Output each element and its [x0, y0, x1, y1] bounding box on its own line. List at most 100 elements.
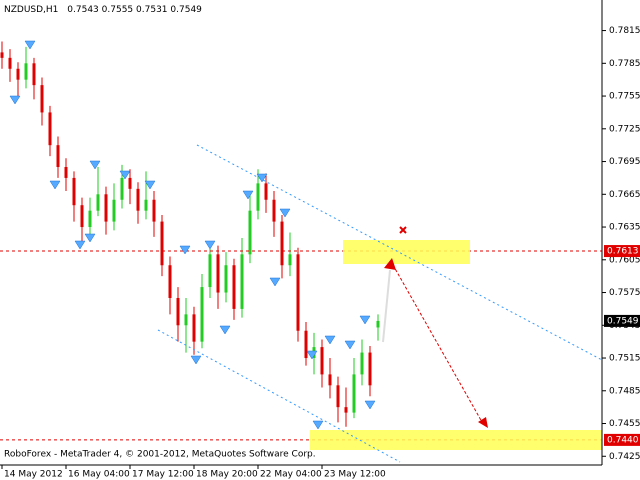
y-tick-label: 0.7695: [609, 157, 640, 167]
candle-body: [16, 68, 20, 80]
candle-body: [264, 183, 268, 200]
candle-body: [192, 314, 196, 342]
y-tick-label: 0.7635: [609, 223, 640, 233]
fractal-arrow: [306, 350, 318, 360]
y-tick-label: 0.7425: [609, 452, 640, 462]
target-zone: [310, 430, 602, 450]
y-tick-label: 0.7665: [609, 190, 640, 200]
x-tick-label: 23 May 12:00: [324, 470, 386, 480]
candle-body: [368, 352, 372, 386]
fractal-arrow: [89, 160, 101, 170]
level-label: 0.7613: [607, 247, 639, 257]
fractal-arrow: [279, 208, 291, 218]
candle-body: [376, 320, 380, 328]
y-tick-label: 0.7605: [609, 255, 640, 265]
candle-body: [304, 330, 308, 359]
y-tick-label: 0.7485: [609, 386, 640, 396]
candle-body: [288, 254, 292, 266]
fractal-arrow: [119, 170, 131, 180]
last-price-box: [604, 314, 640, 327]
cross-marker: [399, 226, 407, 234]
fractal-arrow: [84, 233, 96, 243]
y-tick-label: 0.7455: [609, 419, 640, 429]
ohlc: 0.7531: [136, 5, 168, 15]
x-tick-label: 18 May 20:00: [196, 470, 258, 480]
candle-body: [248, 210, 252, 255]
candle-body: [120, 177, 124, 200]
y-tick-label: 0.7575: [609, 288, 640, 298]
fractal-arrow: [179, 245, 191, 255]
candle-body: [256, 183, 260, 211]
fractal-arrow: [359, 315, 371, 325]
candle-body: [48, 112, 52, 146]
x-tick-label: 14 May 2012: [4, 470, 63, 480]
fractal-arrow: [49, 180, 61, 190]
fractal-arrow: [204, 240, 216, 250]
candle-body: [232, 265, 236, 309]
candle-body: [272, 199, 276, 222]
candle-body: [136, 188, 140, 211]
candle-body: [152, 199, 156, 222]
arrow-head: [384, 258, 396, 270]
candle-body: [208, 254, 212, 288]
channel-line: [157, 329, 401, 463]
level-label: 0.7440: [607, 435, 639, 445]
candle-body: [88, 210, 92, 228]
candle-body: [360, 352, 364, 375]
y-tick-label: 0.7515: [609, 354, 640, 364]
ohlc: 0.7543: [67, 5, 99, 15]
plot-layer: [0, 40, 602, 441]
arrow-head: [478, 417, 488, 428]
candle-body: [352, 374, 356, 413]
fractal-arrow: [269, 277, 281, 287]
y-tick-label: 0.7755: [609, 92, 640, 102]
x-tick-label: 17 May 12:00: [132, 470, 194, 480]
candle-body: [184, 314, 188, 326]
candle-body: [328, 374, 332, 386]
candle-body: [168, 265, 172, 298]
ohlc: 0.7549: [170, 5, 202, 15]
last-price-label: 0.7549: [607, 316, 639, 326]
candle-body: [24, 63, 28, 80]
candle-body: [296, 254, 300, 331]
fractal-arrow: [324, 335, 336, 345]
footer: RoboForex - MetaTrader 4, © 2001-2012, M…: [4, 450, 316, 460]
x-tick-label: 22 May 04:00: [260, 470, 322, 480]
candle-body: [200, 287, 204, 342]
fractal-arrow: [312, 420, 324, 430]
candle-body: [224, 265, 228, 293]
candle-body: [64, 167, 68, 178]
level-label-box: [604, 433, 640, 446]
fractal-arrow: [9, 95, 21, 105]
forecast-arrow: [382, 269, 391, 343]
candle-body: [8, 57, 12, 69]
ohlc: 0.7555: [102, 5, 134, 15]
candle-body: [144, 199, 148, 211]
candle-body: [344, 407, 348, 413]
fractal-arrow: [24, 40, 36, 50]
candle-body: [32, 63, 36, 86]
x-tick-label: 16 May 04:00: [68, 470, 130, 480]
symbol: NZDUSD,H1: [4, 5, 58, 15]
candle-body: [336, 385, 340, 408]
fractal-arrow: [344, 340, 356, 350]
candle-body: [240, 254, 244, 309]
level-label-box: [604, 245, 640, 258]
candle-body: [80, 205, 84, 228]
candle-body: [104, 194, 108, 222]
y-tick-label: 0.7725: [609, 124, 640, 134]
channel-line: [196, 144, 603, 361]
candle-body: [128, 177, 132, 189]
y-tick-label: 0.7815: [609, 26, 640, 36]
candle-body: [112, 199, 116, 222]
forecast-arrow: [392, 264, 483, 423]
fractal-arrow: [144, 180, 156, 190]
candle-body: [216, 254, 220, 293]
candle-body: [96, 194, 100, 211]
fractal-arrow: [242, 190, 254, 200]
chart-title: NZDUSD,H1 0.7543 0.7555 0.7531 0.7549: [4, 5, 202, 15]
candle-body: [72, 177, 76, 206]
candle-body: [56, 145, 60, 168]
